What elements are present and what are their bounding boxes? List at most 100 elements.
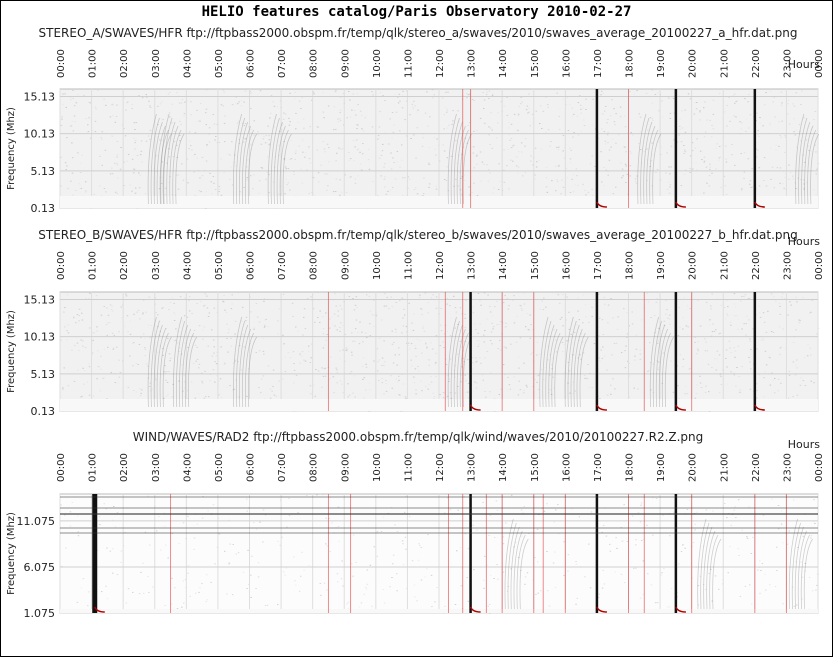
noise-dot (300, 108, 302, 109)
noise-dot (199, 301, 202, 303)
noise-dot (507, 308, 510, 310)
noise-dot (73, 317, 75, 319)
noise-dot (557, 165, 559, 167)
x-tick-label: 06:00 (246, 453, 257, 482)
noise-dot (471, 191, 473, 193)
noise-dot (299, 353, 301, 355)
noise-dot (582, 294, 585, 296)
noise-dot (245, 166, 248, 168)
noise-dot (639, 130, 642, 132)
noise-dot (407, 176, 409, 178)
noise-dot (341, 383, 343, 385)
noise-dot (600, 151, 602, 153)
noise-dot (771, 498, 773, 500)
noise-dot (601, 90, 603, 92)
noise-dot (240, 369, 243, 371)
noise-dot (519, 304, 521, 306)
x-tick-label: 20:00 (688, 251, 699, 280)
noise-dot (274, 156, 276, 158)
noise-dot (293, 171, 295, 173)
noise-dot (428, 147, 431, 148)
noise-dot (731, 144, 733, 145)
noise-dot (530, 155, 532, 157)
noise-dot (610, 146, 612, 148)
noise-dot (119, 372, 122, 374)
noise-dot (312, 177, 315, 179)
noise-dot (430, 574, 433, 576)
noise-dot (253, 328, 255, 330)
x-tick-label: 19:00 (656, 49, 667, 78)
noise-dot (331, 316, 333, 318)
noise-dot (116, 512, 119, 513)
noise-dot (409, 516, 411, 517)
noise-dot (169, 116, 171, 118)
noise-dot (111, 305, 114, 307)
noise-dot (302, 334, 304, 336)
noise-dot (697, 585, 700, 587)
noise-dot (457, 386, 459, 387)
noise-dot (566, 177, 569, 179)
noise-dot (266, 604, 269, 606)
noise-dot (110, 135, 113, 137)
noise-dot (415, 355, 417, 357)
noise-dot (211, 193, 213, 195)
noise-dot (540, 148, 543, 150)
strong-burst (92, 494, 98, 613)
noise-dot (365, 588, 368, 590)
noise-dot (253, 174, 255, 176)
noise-dot (725, 158, 727, 160)
noise-dot (613, 342, 616, 344)
noise-dot (577, 102, 580, 104)
noise-dot (739, 389, 741, 391)
x-tick-label: 15:00 (530, 453, 541, 482)
noise-dot (654, 602, 657, 604)
noise-dot (705, 166, 707, 168)
noise-dot (517, 113, 520, 115)
noise-dot (246, 588, 248, 589)
noise-dot (258, 192, 260, 194)
noise-dot (240, 105, 243, 107)
noise-dot (539, 105, 542, 107)
noise-dot (676, 141, 679, 143)
noise-dot (102, 377, 104, 379)
noise-dot (489, 127, 492, 129)
noise-dot (605, 535, 608, 537)
noise-dot (477, 332, 479, 334)
noise-dot (812, 590, 814, 592)
noise-dot (614, 388, 616, 390)
noise-dot (802, 380, 805, 382)
noise-dot (174, 339, 177, 341)
noise-dot (428, 162, 430, 164)
noise-dot (682, 366, 684, 368)
noise-dot (815, 173, 817, 175)
faint-burst (267, 113, 277, 205)
noise-dot (492, 93, 494, 95)
x-tick-label: 20:00 (688, 453, 699, 482)
noise-dot (72, 157, 74, 159)
noise-dot (705, 301, 708, 303)
noise-dot (402, 383, 404, 385)
noise-dot (607, 118, 609, 120)
noise-dot (556, 179, 558, 181)
noise-dot (646, 159, 649, 161)
noise-dot (135, 122, 138, 124)
noise-dot (432, 97, 434, 99)
noise-dot (149, 337, 151, 339)
noise-dot (355, 296, 358, 298)
noise-dot (490, 331, 493, 333)
noise-dot (283, 343, 285, 345)
noise-dot (781, 102, 783, 104)
noise-dot (598, 357, 601, 359)
noise-dot (518, 151, 520, 153)
noise-dot (620, 162, 622, 164)
noise-dot (103, 306, 105, 307)
noise-dot (169, 91, 171, 93)
noise-dot (476, 163, 478, 165)
noise-dot (285, 178, 287, 180)
noise-dot (578, 339, 580, 341)
noise-dot (666, 152, 668, 154)
noise-dot (503, 346, 506, 348)
noise-dot (218, 185, 221, 187)
noise-dot (703, 545, 705, 547)
noise-dot (689, 167, 691, 169)
